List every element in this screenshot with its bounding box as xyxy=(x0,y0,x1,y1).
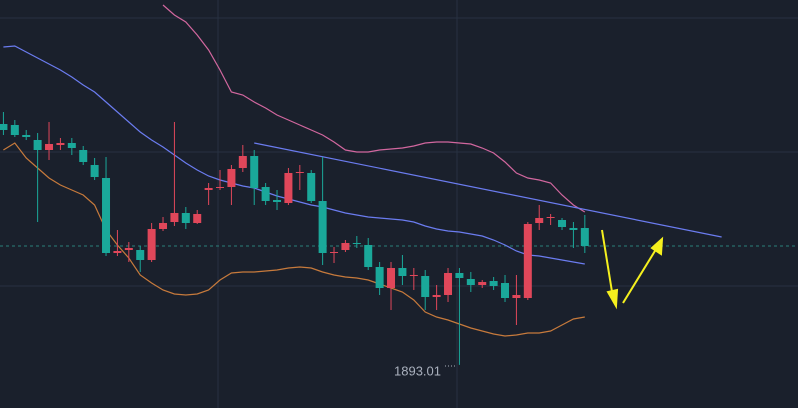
candle-body xyxy=(558,220,567,227)
candle-body xyxy=(90,165,99,177)
band-line xyxy=(3,142,585,337)
candle-body xyxy=(147,229,156,260)
candle-body xyxy=(569,228,578,230)
candle-body xyxy=(250,156,259,188)
candle-body xyxy=(341,243,350,250)
candle-body xyxy=(33,140,42,150)
band-line xyxy=(162,4,586,213)
trend-line xyxy=(254,142,722,238)
low-label: 1893.01 xyxy=(394,363,441,378)
candle-body xyxy=(466,279,475,285)
candle-body xyxy=(455,273,464,278)
candle-body xyxy=(318,201,327,253)
candle-body xyxy=(489,281,498,286)
candle-body xyxy=(444,273,453,295)
candle-body xyxy=(501,283,510,298)
arrow-head xyxy=(650,236,664,256)
arrow-up xyxy=(622,245,659,304)
candle-body xyxy=(56,143,65,145)
candle-body xyxy=(113,251,122,253)
candle-body xyxy=(432,295,441,297)
candle-body xyxy=(204,188,213,190)
candle-body xyxy=(364,245,373,267)
marks xyxy=(0,4,798,365)
candle-body xyxy=(387,268,396,288)
candle-body xyxy=(478,282,487,285)
candle-body xyxy=(45,144,54,150)
candle-body xyxy=(170,213,179,222)
candle-body xyxy=(102,178,111,253)
candle-body xyxy=(124,248,133,250)
candle-body xyxy=(284,173,293,203)
candle-body xyxy=(159,223,168,229)
candle-body xyxy=(398,268,407,276)
arrow-head xyxy=(606,288,619,310)
candle-body xyxy=(375,267,384,288)
arrows xyxy=(601,229,664,310)
candle-body xyxy=(273,200,282,202)
candle-body xyxy=(512,295,521,298)
candle-body xyxy=(523,224,532,298)
candle-body xyxy=(136,250,145,260)
candle-body xyxy=(79,150,88,162)
candle-body xyxy=(409,275,418,276)
candle-body xyxy=(22,135,31,137)
candle-body xyxy=(330,252,339,253)
arrow-down xyxy=(601,229,614,299)
candle-body xyxy=(181,213,190,223)
candle-body xyxy=(0,124,8,130)
candle-body xyxy=(535,218,544,223)
candle-body xyxy=(261,187,270,201)
candle-body xyxy=(546,217,555,218)
candle-body xyxy=(67,143,76,148)
band-line xyxy=(3,45,585,265)
candle-body xyxy=(307,173,316,201)
candle-body xyxy=(352,243,361,244)
candle-body xyxy=(295,172,304,173)
candle-body xyxy=(227,169,236,187)
candle-body xyxy=(580,228,589,246)
candle-body xyxy=(238,156,247,168)
candle-body xyxy=(193,214,202,223)
candle-body xyxy=(421,276,430,297)
candle-body xyxy=(216,187,225,188)
candle-body xyxy=(10,125,19,135)
